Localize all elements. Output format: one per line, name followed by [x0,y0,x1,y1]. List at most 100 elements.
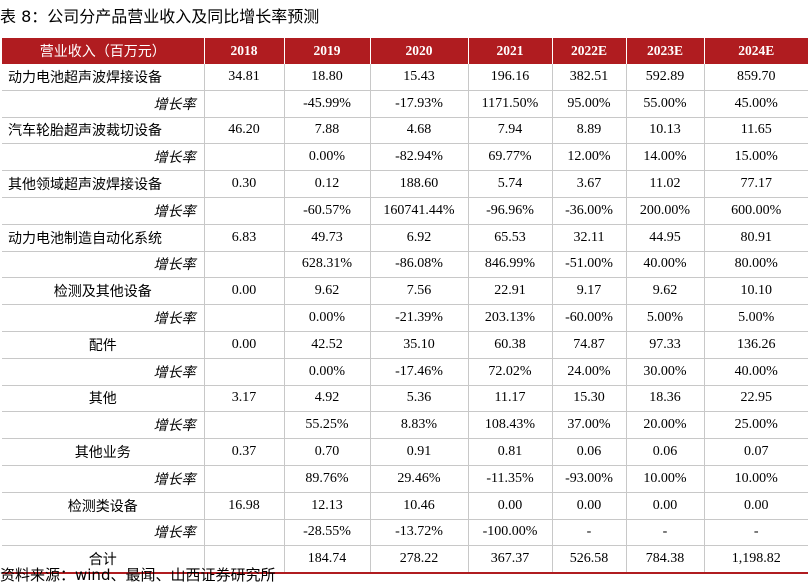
table-cell: 49.73 [284,224,371,252]
table-cell: 15.43 [370,64,469,91]
table-cell: 40.00% [626,251,705,279]
table-row: 汽车轮胎超声波裁切设备 46.20 7.88 4.68 7.94 8.89 10.13 11.… [2,117,808,145]
table-cell: 11.02 [626,170,705,198]
table-cell: 0.06 [552,438,627,466]
header-2019: 2019 [284,38,371,64]
growth-rate-label: 增长率 [2,465,205,493]
table-cell: 188.60 [370,170,469,198]
table-row: 动力电池超声波焊接设备 34.81 18.80 15.43 196.16 382.51 59… [2,64,808,91]
table-cell: -17.93% [370,90,469,118]
table-cell: 1171.50% [468,90,553,118]
table-row: 其他业务 0.37 0.70 0.91 0.81 0.06 0.06 0.07 [2,438,808,466]
table-cell: 859.70 [704,64,808,91]
table-cell: 0.00% [284,358,371,386]
table-cell: 160741.44% [370,197,469,225]
growth-rate-label: 增长率 [2,519,205,547]
table-row: 其他 3.17 4.92 5.36 11.17 15.30 18.36 22.95 [2,385,808,413]
table-cell: 3.17 [204,385,285,413]
table-cell: -96.96% [468,197,553,225]
header-2018: 2018 [204,38,285,64]
table-cell: - [552,519,627,547]
table-cell: 80.00% [704,251,808,279]
table-cell: -60.00% [552,304,627,332]
table-cell: 0.37 [204,438,285,466]
table-cell: 37.00% [552,411,627,440]
table-row: 配件 0.00 42.52 35.10 60.38 74.87 97.33 136.26 [2,331,808,359]
table-cell: 24.00% [552,358,627,386]
table-cell: 4.92 [284,385,371,413]
growth-rate-row: 增长率 628.31% -86.08% 846.99% -51.00% 40.00% 80.… [2,251,808,279]
revenue-forecast-table-container: 营业收入（百万元） 2018 2019 2020 2021 2022E 2023… [2,38,808,575]
table-cell: 65.53 [468,224,553,252]
table-row: 检测类设备 16.98 12.13 10.46 0.00 0.00 0.00 0.00 [2,492,808,520]
table-cell: -82.94% [370,143,469,172]
table-cell: 0.00% [284,143,371,172]
table-cell: 7.88 [284,117,371,145]
growth-rate-row: 增长率 0.00% -21.39% 203.13% -60.00% 5.00% 5.00% [2,304,808,332]
table-cell: 0.07 [704,438,808,466]
table-cell: 8.89 [552,117,627,145]
row-label: 其他领域超声波焊接设备 [2,170,205,198]
table-cell: 5.36 [370,385,469,413]
table-cell: 80.91 [704,224,808,252]
table-cell: 29.46% [370,465,469,493]
table-cell: 8.83% [370,411,469,440]
table-cell: -13.72% [370,519,469,547]
table-cell [204,143,285,172]
growth-rate-row: 增长率 55.25% 8.83% 108.43% 37.00% 20.00% 25.00% [2,411,808,440]
header-2024e: 2024E [704,38,808,64]
growth-rate-label: 增长率 [2,358,205,386]
table-cell: -45.99% [284,90,371,118]
table-cell: 18.80 [284,64,371,91]
table-cell: 40.00% [704,358,808,386]
table-cell: 0.30 [204,170,285,198]
table-cell: 0.00 [704,492,808,520]
table-cell: 15.00% [704,143,808,172]
table-cell: -86.08% [370,251,469,279]
row-label: 汽车轮胎超声波裁切设备 [2,117,205,145]
table-cell: 9.62 [284,277,371,306]
table-cell: 108.43% [468,411,553,440]
table-cell: 0.00 [204,331,285,359]
table-cell: 20.00% [626,411,705,440]
growth-rate-row: 增长率 0.00% -82.94% 69.77% 12.00% 14.00% 15.00% [2,143,808,172]
table-cell: -11.35% [468,465,553,493]
table-cell: 10.13 [626,117,705,145]
table-body: 动力电池超声波焊接设备 34.81 18.80 15.43 196.16 382.51 59… [2,64,808,575]
header-2023e: 2023E [626,38,705,64]
table-cell: 15.30 [552,385,627,413]
growth-rate-row: 增长率 -60.57% 160741.44% -96.96% -36.00% 200.00… [2,197,808,225]
table-cell: - [626,519,705,547]
table-cell: 11.17 [468,385,553,413]
table-cell [204,197,285,225]
table-cell: 42.52 [284,331,371,359]
table-cell [204,465,285,493]
table-cell: 34.81 [204,64,285,91]
table-cell: 5.00% [626,304,705,332]
table-cell: 0.91 [370,438,469,466]
table-row: 合计 184.74 278.22 367.37 526.58 784.38 1,198.82 [2,545,808,575]
table-cell: 12.13 [284,492,371,520]
table-cell: 0.00 [552,492,627,520]
table-cell [204,304,285,332]
table-cell: 9.62 [626,277,705,306]
table-cell: 0.00 [626,492,705,520]
growth-rate-label: 增长率 [2,304,205,332]
table-cell: 55.25% [284,411,371,440]
header-2022e: 2022E [552,38,627,64]
table-cell: 44.95 [626,224,705,252]
table-cell: 784.38 [626,545,705,575]
table-cell: 97.33 [626,331,705,359]
header-2021: 2021 [468,38,553,64]
header-revenue: 营业收入（百万元） [2,38,205,64]
table-cell: 12.00% [552,143,627,172]
table-cell: 0.70 [284,438,371,466]
table-cell: 0.06 [626,438,705,466]
table-cell: 89.76% [284,465,371,493]
table-cell: 25.00% [704,411,808,440]
table-cell: 14.00% [626,143,705,172]
table-cell: 0.81 [468,438,553,466]
growth-rate-row: 增长率 89.76% 29.46% -11.35% -93.00% 10.00% 10.00… [2,465,808,493]
table-cell: 22.95 [704,385,808,413]
table-cell: -51.00% [552,251,627,279]
